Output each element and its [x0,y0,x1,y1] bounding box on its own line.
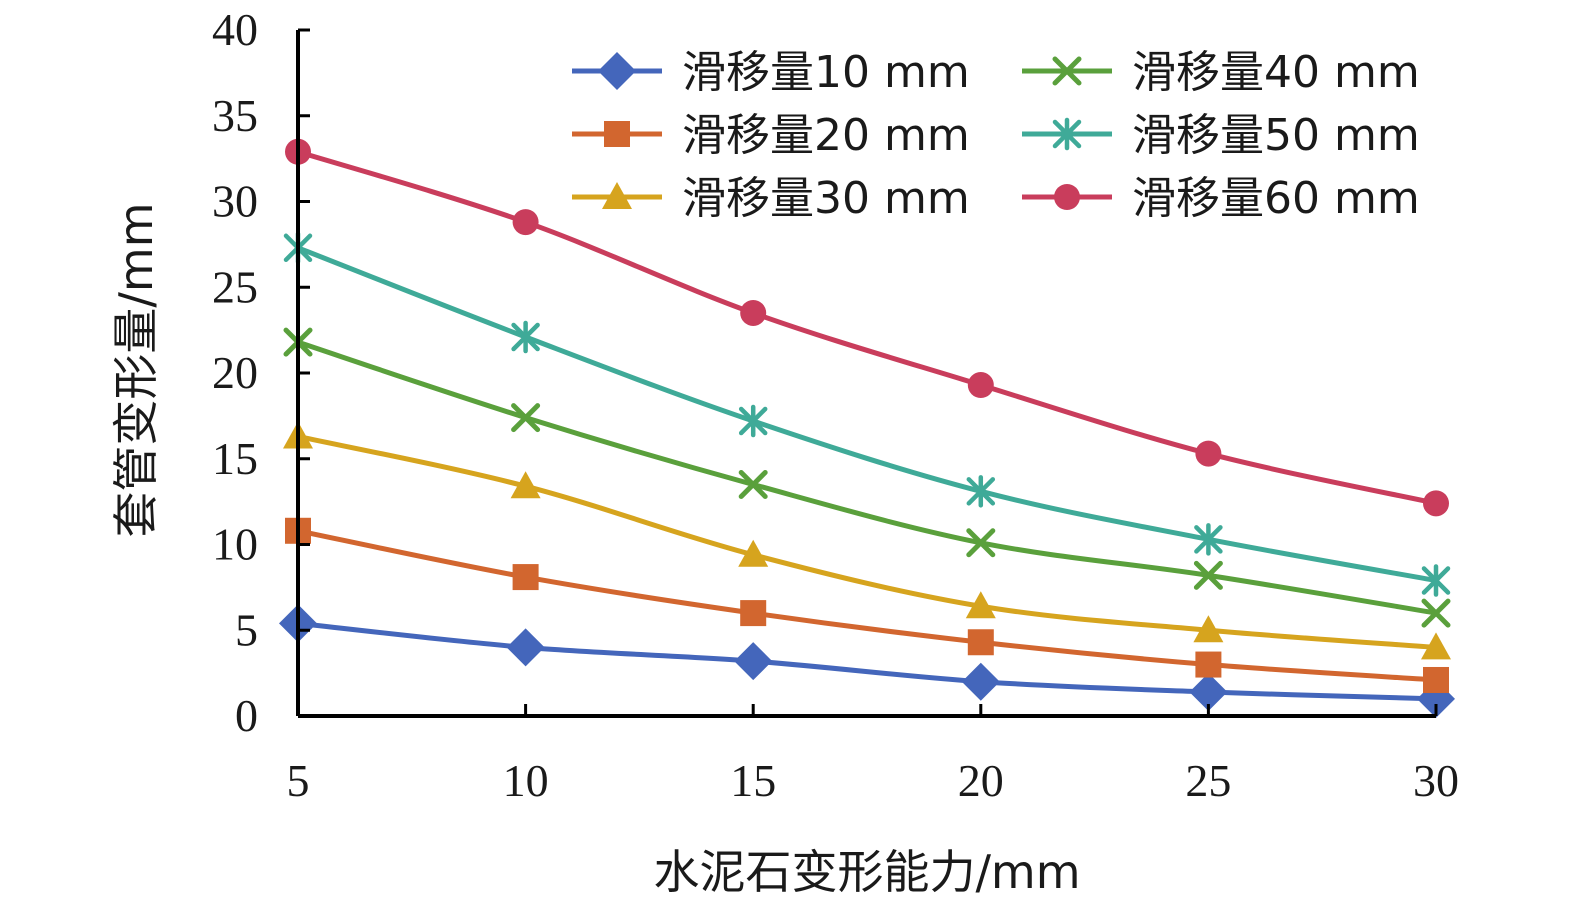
data-point [967,372,994,399]
series-line [297,434,1437,650]
data-point [738,539,769,567]
data-point [506,628,545,667]
data-point [1194,523,1223,556]
x-ticks: 5 10 15 20 25 30 [287,704,1459,806]
legend-label: 滑移量50 mm [1132,110,1420,161]
data-point [512,209,539,236]
y-tick-label: 25 [212,261,258,312]
data-point [1195,440,1222,467]
series-line [297,245,1437,583]
y-tick-label: 35 [212,90,258,141]
data-point [1189,672,1228,711]
legend-item: 滑移量10 mm [572,47,970,98]
x-tick-label: 25 [1185,755,1231,806]
data-point [734,642,773,681]
data-point [1195,651,1222,678]
data-point [961,662,1000,701]
y-axis-title: 套管变形量/mm [109,202,163,537]
data-point [511,403,541,433]
y-tick-label: 20 [212,347,258,398]
series-line [297,620,1437,702]
data-point [1423,666,1449,693]
data-point [740,600,767,627]
x-tick-label: 10 [503,755,549,806]
data-point [740,299,767,326]
data-point [967,629,994,656]
x-tick-label: 15 [730,755,776,806]
legend-item: 滑移量60 mm [1022,173,1420,224]
legend-item: 滑移量40 mm [1022,47,1420,98]
legend-marker [1054,184,1080,210]
x-tick-label: 30 [1413,755,1459,806]
legend-label: 滑移量20 mm [682,110,970,161]
data-point [512,564,539,591]
data-point [1193,560,1223,590]
legend-label: 滑移量30 mm [682,173,970,224]
y-tick-label: 5 [235,604,258,655]
y-tick-label: 10 [212,519,258,570]
x-tick-label: 5 [287,755,310,806]
y-tick-label: 15 [212,433,258,484]
legend-item: 滑移量30 mm [572,173,970,224]
data-point [965,591,996,619]
series-line [297,339,1437,616]
legend-item: 滑移量50 mm [1022,110,1420,161]
legend-label: 滑移量40 mm [1132,47,1420,98]
data-point [1193,615,1224,643]
data-point [966,528,996,558]
legend-marker [598,52,636,90]
data-point [1421,564,1451,597]
legend-marker [602,182,632,209]
data-point [511,320,540,354]
data-point [966,475,996,508]
y-tick-label: 40 [212,4,258,55]
data-point [1421,632,1451,660]
series-lines [297,149,1437,702]
legend-label: 滑移量10 mm [682,47,970,98]
data-point [1421,598,1451,628]
x-axis-title: 水泥石变形能力/mm [653,845,1080,899]
data-point [738,404,768,438]
data-point [510,471,541,499]
y-ticks: 0 5 10 15 20 25 30 35 40 [212,4,310,741]
series-line [297,528,1437,683]
y-tick-label: 0 [235,690,258,741]
legend-item: 滑移量20 mm [572,110,970,161]
legend-marker [1052,56,1082,86]
legend-marker [1052,117,1082,151]
y-tick-label: 30 [212,176,258,227]
legend: 滑移量10 mm 滑移量20 mm 滑移量30 mm 滑移量40 mm 滑移量50 mm… [572,47,1420,224]
x-tick-label: 20 [958,755,1004,806]
legend-marker [604,121,630,147]
data-point [738,469,768,499]
legend-label: 滑移量60 mm [1132,173,1420,224]
data-point [1423,490,1449,517]
series-line [297,149,1437,506]
